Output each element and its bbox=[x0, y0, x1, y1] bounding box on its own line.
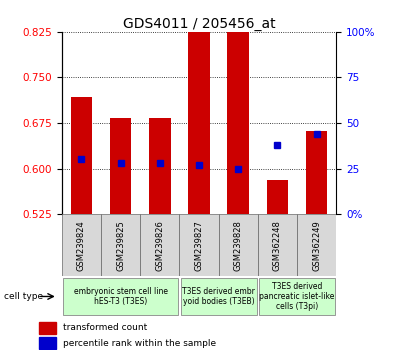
Bar bbox=[63, 278, 178, 315]
Bar bbox=[258, 214, 297, 276]
Text: embryonic stem cell line
hES-T3 (T3ES): embryonic stem cell line hES-T3 (T3ES) bbox=[74, 287, 168, 306]
Bar bbox=[188, 12, 210, 214]
Text: GSM239824: GSM239824 bbox=[77, 220, 86, 270]
Bar bbox=[149, 118, 171, 214]
Bar bbox=[267, 179, 288, 214]
Bar bbox=[227, 32, 249, 214]
Text: GSM239827: GSM239827 bbox=[195, 220, 203, 270]
Bar bbox=[219, 214, 258, 276]
Bar bbox=[39, 322, 57, 334]
Bar bbox=[179, 214, 219, 276]
Bar bbox=[306, 131, 328, 214]
Text: percentile rank within the sample: percentile rank within the sample bbox=[63, 339, 217, 348]
Text: cell type: cell type bbox=[4, 292, 43, 301]
Bar bbox=[259, 278, 335, 315]
Text: GSM239828: GSM239828 bbox=[234, 220, 243, 270]
Text: transformed count: transformed count bbox=[63, 323, 148, 332]
Bar bbox=[297, 214, 336, 276]
Text: GSM239826: GSM239826 bbox=[155, 220, 164, 270]
Title: GDS4011 / 205456_at: GDS4011 / 205456_at bbox=[123, 17, 275, 31]
Bar bbox=[62, 214, 101, 276]
Bar bbox=[70, 97, 92, 214]
Bar bbox=[101, 214, 140, 276]
Text: GSM239825: GSM239825 bbox=[116, 220, 125, 270]
Text: T3ES derived
pancreatic islet-like
cells (T3pi): T3ES derived pancreatic islet-like cells… bbox=[259, 281, 335, 312]
Bar bbox=[110, 118, 131, 214]
Bar bbox=[181, 278, 257, 315]
Text: GSM362249: GSM362249 bbox=[312, 220, 321, 270]
Bar bbox=[140, 214, 179, 276]
Text: GSM362248: GSM362248 bbox=[273, 220, 282, 270]
Bar bbox=[39, 337, 57, 349]
Text: T3ES derived embr
yoid bodies (T3EB): T3ES derived embr yoid bodies (T3EB) bbox=[182, 287, 255, 306]
